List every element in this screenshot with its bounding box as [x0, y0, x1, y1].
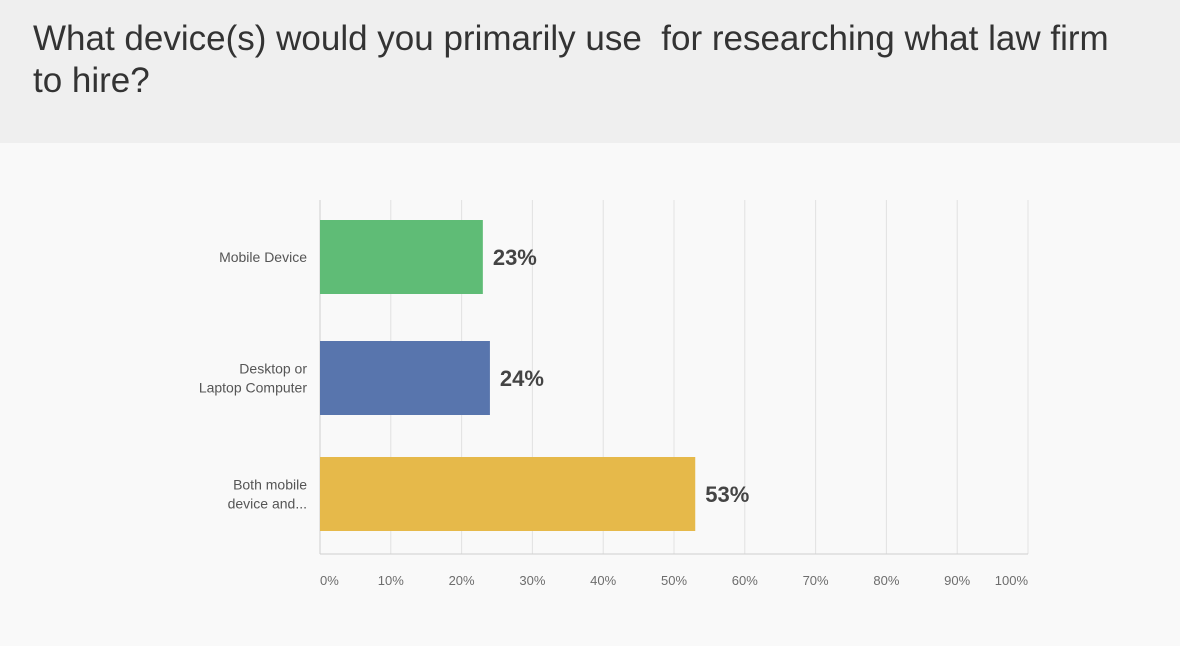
- category-label: Laptop Computer: [199, 380, 308, 396]
- bar: [320, 341, 490, 415]
- x-tick-label: 90%: [944, 573, 970, 588]
- x-tick-label: 60%: [732, 573, 758, 588]
- x-tick-label: 70%: [803, 573, 829, 588]
- value-label: 24%: [500, 366, 544, 391]
- x-tick-label: 50%: [661, 573, 687, 588]
- x-tick-label: 30%: [519, 573, 545, 588]
- question-title: What device(s) would you primarily use f…: [33, 19, 1119, 100]
- value-label: 53%: [705, 482, 749, 507]
- chart-area: 0% 10% 20% 30% 40% 50% 60% 70% 80% 90% 100% Mobile …: [0, 143, 1180, 646]
- question-header: What device(s) would you primarily use f…: [0, 0, 1180, 143]
- x-tick-label: 10%: [378, 573, 404, 588]
- category-label: Desktop or: [239, 361, 307, 377]
- x-tick-label: 0%: [320, 573, 339, 588]
- value-label: 23%: [493, 245, 537, 270]
- category-label: device and...: [228, 496, 307, 512]
- x-tick-label: 100%: [995, 573, 1029, 588]
- category-label: Mobile Device: [219, 249, 307, 265]
- x-tick-label: 40%: [590, 573, 616, 588]
- x-tick-label: 80%: [873, 573, 899, 588]
- bar: [320, 220, 483, 294]
- bar: [320, 457, 696, 531]
- x-tick-label: 20%: [449, 573, 475, 588]
- category-label: Both mobile: [233, 477, 307, 493]
- bar-chart: 0% 10% 20% 30% 40% 50% 60% 70% 80% 90% 100% Mobile …: [199, 200, 1029, 588]
